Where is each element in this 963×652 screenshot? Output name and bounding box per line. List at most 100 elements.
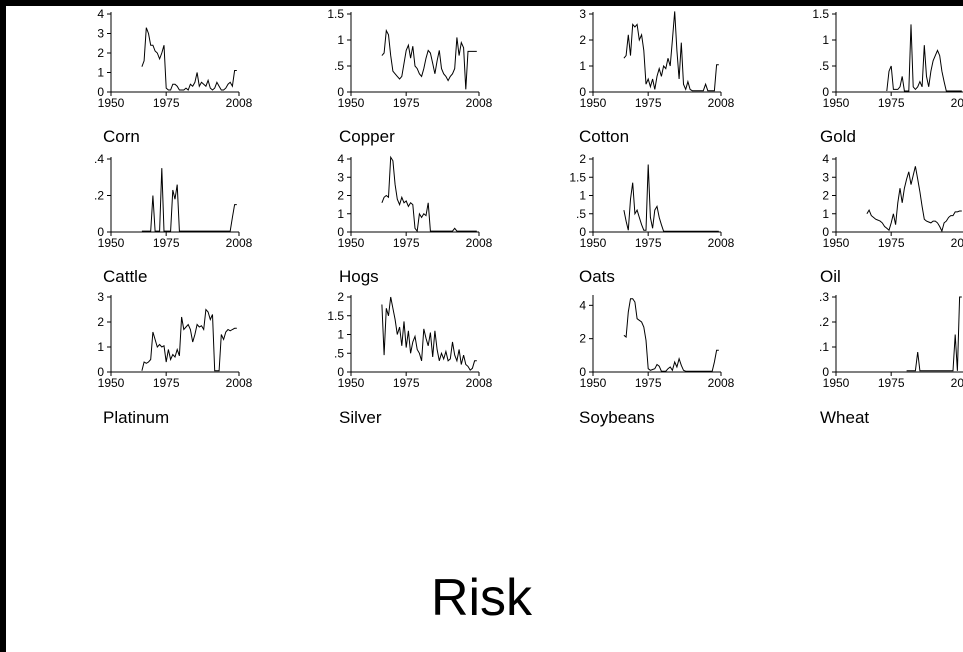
y-tick-label: 1	[337, 33, 344, 47]
y-tick-label: 3	[97, 290, 104, 304]
x-tick-label: 1950	[823, 376, 850, 390]
x-tick-label: 1950	[98, 96, 125, 110]
y-tick-label: 2	[97, 46, 104, 60]
y-tick-label: 2	[579, 332, 586, 346]
x-tick-label: 1950	[338, 236, 365, 250]
subplot-gold: 0 .5 1 1.5 1950 1975 2008 Gold	[812, 7, 963, 146]
y-tick-label: 2	[97, 315, 104, 329]
y-tick-label: 0	[822, 365, 829, 379]
subplot-silver: 0 .5 1 1.5 2 1950 1975 2008 Silver	[327, 290, 492, 427]
y-tick-label: 1	[337, 207, 344, 221]
x-tick-label: 1975	[878, 376, 905, 390]
subplot-title: Copper	[339, 127, 395, 146]
x-tick-label: 1950	[338, 96, 365, 110]
subplot-title: Platinum	[103, 408, 169, 427]
subplot-platinum: 0 1 2 3 1950 1975 2008 Platinum	[97, 290, 252, 427]
x-tick-label: 1975	[393, 236, 420, 250]
y-tick-label: 2	[579, 152, 586, 166]
y-tick-label: 1	[337, 328, 344, 342]
x-tick-label: 2008	[708, 236, 735, 250]
x-tick-label: 2008	[226, 236, 253, 250]
y-tick-label: 0	[822, 85, 829, 99]
x-tick-label: 1975	[153, 236, 180, 250]
x-tick-label: 2008	[708, 376, 735, 390]
subplot-title: Hogs	[339, 267, 379, 286]
subplot-oil: 0 1 2 3 4 1950 1975 2008 Oil	[820, 152, 963, 286]
subplot-soybeans: 0 2 4 1950 1975 2008 Soybeans	[579, 295, 735, 427]
y-tick-label: 3	[97, 27, 104, 41]
y-tick-label: 2	[337, 290, 344, 304]
y-tick-label: 1.5	[327, 7, 344, 21]
y-tick-label: 2	[822, 189, 829, 203]
y-tick-label: 1	[97, 66, 104, 80]
series-line-cotton	[623, 11, 719, 92]
series-line-cattle	[141, 168, 237, 232]
y-tick-label: 4	[97, 7, 104, 21]
x-tick-label: 1975	[635, 376, 662, 390]
subplot-cotton: 0 1 2 3 1950 1975 2008 Cotton	[579, 7, 735, 146]
x-tick-label: 1950	[98, 376, 125, 390]
y-tick-label: 0	[822, 225, 829, 239]
x-tick-label: 2008	[951, 236, 963, 250]
y-tick-label: 1	[822, 207, 829, 221]
series-line-gold	[886, 24, 962, 92]
y-tick-label: 1	[579, 59, 586, 73]
x-tick-label: 2008	[951, 96, 963, 110]
page-title: Risk	[430, 569, 533, 627]
y-tick-label: 1.5	[327, 309, 344, 323]
y-tick-label: 4	[337, 152, 344, 166]
x-tick-label: 1975	[635, 236, 662, 250]
x-tick-label: 2008	[708, 96, 735, 110]
subplot-corn: 0 1 2 3 4 1950 1975 2008 Corn	[97, 7, 252, 146]
subplot-title: Oats	[579, 267, 615, 286]
y-tick-label: .2	[94, 189, 104, 203]
x-tick-label: 1950	[98, 236, 125, 250]
series-line-oats	[623, 164, 719, 232]
y-tick-label: 2	[579, 33, 586, 47]
y-tick-label: .1	[819, 340, 829, 354]
x-tick-label: 2008	[466, 236, 493, 250]
y-tick-label: 4	[579, 298, 586, 312]
subplot-wheat: 0 .1 .2 .3 1950 1975 2008 Wheat	[819, 290, 963, 427]
series-line-oil	[866, 166, 962, 233]
x-tick-label: 2008	[466, 96, 493, 110]
y-tick-label: 2	[337, 189, 344, 203]
subplot-title: Corn	[103, 127, 140, 146]
subplot-hogs: 0 1 2 3 4 1950 1975 2008 Hogs	[337, 152, 492, 286]
y-tick-label: 0	[337, 85, 344, 99]
x-tick-label: 2008	[951, 376, 963, 390]
x-tick-label: 1950	[823, 236, 850, 250]
x-tick-label: 1950	[823, 96, 850, 110]
x-tick-label: 1950	[338, 376, 365, 390]
x-tick-label: 1975	[153, 96, 180, 110]
y-tick-label: 3	[337, 170, 344, 184]
subplot-title: Silver	[339, 408, 382, 427]
subplot-title: Gold	[820, 127, 856, 146]
y-tick-label: 3	[822, 170, 829, 184]
subplot-title: Wheat	[820, 408, 869, 427]
subplot-title: Oil	[820, 267, 841, 286]
x-tick-label: 1950	[580, 236, 607, 250]
x-tick-label: 1975	[635, 96, 662, 110]
series-line-wheat	[906, 296, 962, 372]
x-tick-label: 1975	[393, 376, 420, 390]
series-line-corn	[141, 27, 237, 91]
y-tick-label: .5	[576, 207, 586, 221]
y-tick-label: 0	[97, 85, 104, 99]
y-tick-label: .5	[819, 59, 829, 73]
x-tick-label: 2008	[226, 376, 253, 390]
x-tick-label: 1975	[153, 376, 180, 390]
subplot-title: Soybeans	[579, 408, 655, 427]
subplot-title: Cotton	[579, 127, 629, 146]
y-tick-label: 1.5	[569, 170, 586, 184]
x-tick-label: 1975	[393, 96, 420, 110]
y-tick-label: .3	[819, 290, 829, 304]
series-line-copper	[381, 28, 477, 90]
y-tick-label: 0	[579, 85, 586, 99]
series-line-hogs	[381, 155, 477, 233]
y-tick-label: 4	[822, 152, 829, 166]
y-tick-label: 1	[579, 189, 586, 203]
y-tick-label: .4	[94, 152, 104, 166]
